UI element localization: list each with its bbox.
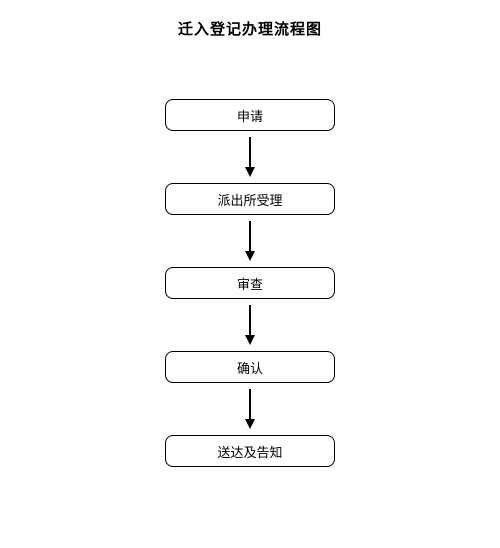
flow-node-n4: 确认 xyxy=(165,351,335,383)
flow-node-n1: 申请 xyxy=(165,99,335,131)
flowchart-container: 申请派出所受理审查确认送达及告知 xyxy=(0,99,500,467)
arrow-down-icon xyxy=(243,221,257,261)
flow-node-n2: 派出所受理 xyxy=(165,183,335,215)
page-title: 迁入登记办理流程图 xyxy=(0,18,500,39)
arrow-down-icon xyxy=(243,137,257,177)
flow-node-n3: 审查 xyxy=(165,267,335,299)
arrow-down-icon xyxy=(243,305,257,345)
flow-node-n5: 送达及告知 xyxy=(165,435,335,467)
arrow-down-icon xyxy=(243,389,257,429)
